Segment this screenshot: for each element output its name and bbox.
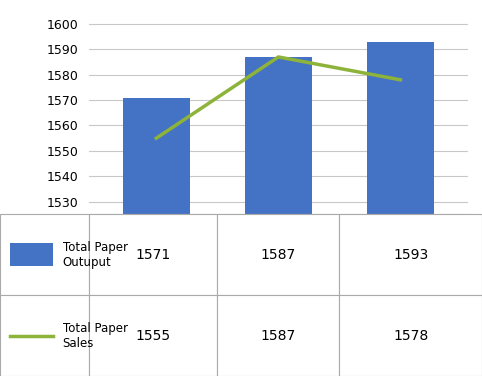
Bar (339, 295, 482, 376)
Text: 1555: 1555 (136, 329, 171, 343)
Text: 1593: 1593 (393, 248, 428, 262)
Bar (0, 214, 89, 295)
Text: 1571: 1571 (135, 248, 171, 262)
Bar (0, 295, 89, 376)
Bar (10, 243, 53, 266)
Bar (339, 214, 482, 295)
Bar (89, 214, 217, 295)
Text: 1587: 1587 (261, 329, 296, 343)
Text: Total Paper
Outuput: Total Paper Outuput (63, 241, 128, 269)
Bar (89, 295, 217, 376)
Bar (217, 295, 339, 376)
Bar (123, 97, 190, 376)
Bar (367, 42, 434, 376)
Bar (217, 214, 339, 295)
Text: Total Paper
Sales: Total Paper Sales (63, 321, 128, 350)
Text: 1578: 1578 (393, 329, 428, 343)
Text: 1587: 1587 (261, 248, 296, 262)
Bar (245, 57, 312, 376)
